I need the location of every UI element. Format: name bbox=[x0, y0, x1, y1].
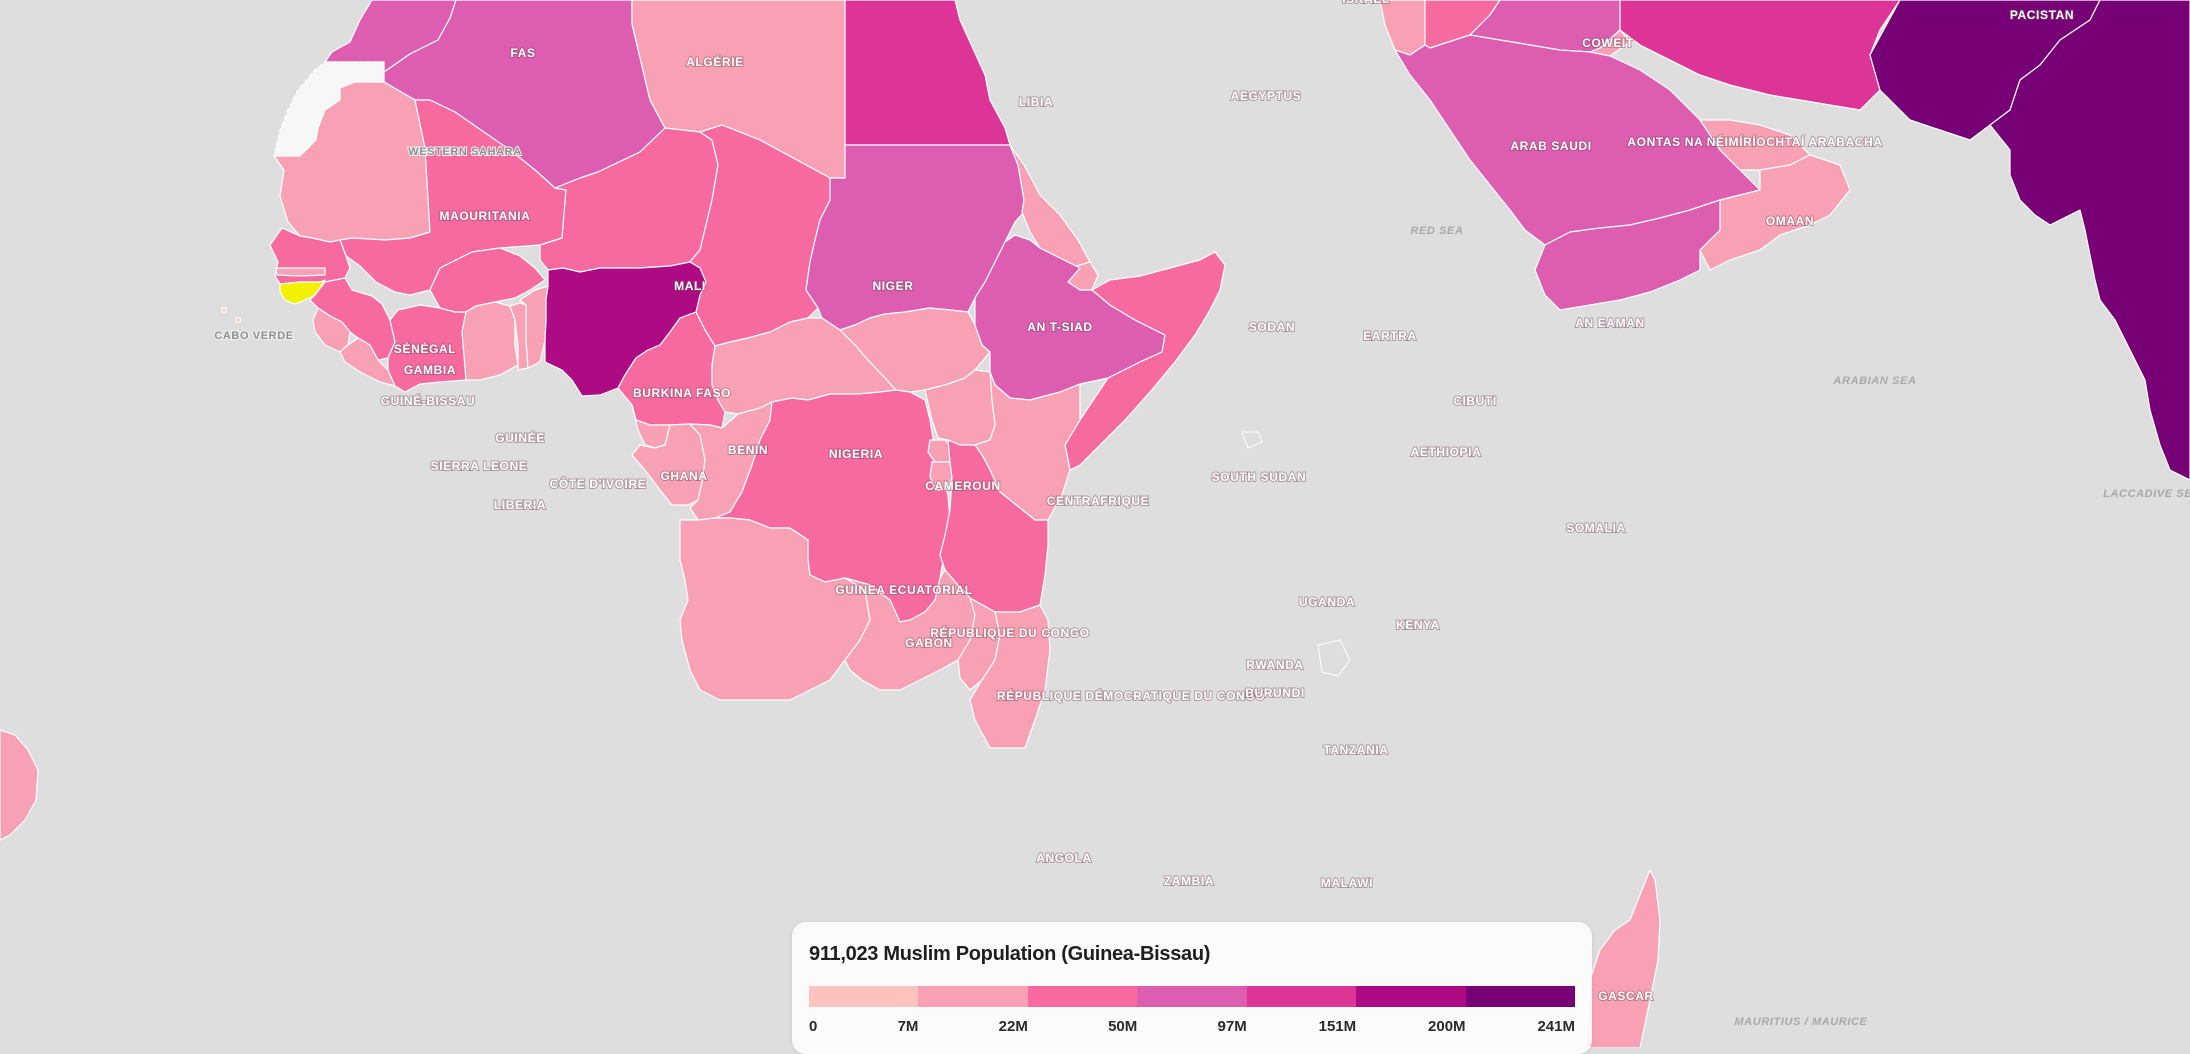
legend-swatch bbox=[809, 986, 919, 1007]
label-an-eaman: AN EAMAN bbox=[1575, 316, 1644, 330]
label-arabian-sea: ARABIAN SEA bbox=[1833, 375, 1917, 387]
label-red-sea: RED SEA bbox=[1410, 225, 1463, 237]
label-pacistan: PACISTAN bbox=[2010, 8, 2074, 22]
label-guinea-ecuatorial: GUINEA ECUATORIAL bbox=[835, 583, 972, 597]
label-eartra: EARTRA bbox=[1363, 329, 1417, 343]
legend-tick-label: 200M bbox=[1428, 1018, 1466, 1035]
label-gabon: GABON bbox=[905, 636, 953, 650]
label-algerie: ALGÉRIE bbox=[686, 54, 744, 69]
lake-victoria bbox=[1317, 639, 1351, 677]
label-south-sudan: SOUTH SUDAN bbox=[1212, 470, 1307, 484]
label-senegal: SÉNÉGAL bbox=[394, 341, 456, 356]
label-guinea-bissau: GUINÉ-BISSAU bbox=[381, 393, 476, 408]
legend-tick-label: 97M bbox=[1217, 1018, 1247, 1035]
label-benin: BENIN bbox=[728, 443, 768, 457]
country-iran[interactable] bbox=[1619, 0, 1901, 111]
label-aethiopia: AETHIOPIA bbox=[1411, 445, 1482, 459]
label-cote-divoire: CÔTE D'IVOIRE bbox=[550, 476, 647, 491]
label-centrafrique: CENTRAFRIQUE bbox=[1047, 494, 1150, 508]
country-atlantic-islands[interactable] bbox=[0, 729, 39, 841]
country-an-eaman[interactable] bbox=[1534, 199, 1721, 311]
country-cabo-verde bbox=[221, 307, 241, 323]
label-coweit: COWEIT bbox=[1582, 36, 1634, 50]
legend-tick-label: 50M bbox=[1108, 1018, 1138, 1035]
label-aegyptus: AEGYPTUS bbox=[1231, 89, 1302, 103]
legend-swatch bbox=[918, 986, 1028, 1007]
label-nigeria: NIGERIA bbox=[829, 447, 883, 461]
legend-tick-label: 241M bbox=[1537, 1018, 1575, 1035]
label-sodan: SODAN bbox=[1249, 320, 1295, 334]
legend-tick-label: 0 bbox=[809, 1018, 818, 1035]
legend-swatch bbox=[1027, 986, 1138, 1007]
label-cibuti: CIBUTI bbox=[1453, 394, 1497, 408]
legend-swatch bbox=[1137, 986, 1247, 1007]
legend-ticks: 0 7M 22M 50M 97M 151M 200M 241M bbox=[809, 1018, 1575, 1038]
label-fas: FAS bbox=[510, 46, 535, 60]
legend-swatch bbox=[1356, 986, 1466, 1007]
label-maouritania: MAOURITANIA bbox=[439, 209, 530, 223]
label-omaan: OMAAN bbox=[1766, 214, 1814, 228]
label-gambia: GAMBIA bbox=[404, 363, 456, 377]
label-somalia: SOMALIA bbox=[1566, 521, 1626, 535]
label-niger: NIGER bbox=[872, 279, 913, 293]
country-somalia[interactable] bbox=[1064, 251, 1226, 471]
label-uae: AONTAS NA NÉIMÍRÍOCHTAÍ ARABACHA bbox=[1627, 134, 1882, 149]
label-malawi: MALAWI bbox=[1321, 876, 1373, 890]
label-arab-saudi: ARAB SAUDI bbox=[1510, 139, 1591, 153]
country-mozambique[interactable] bbox=[969, 604, 1051, 749]
label-cameroun: CAMEROUN bbox=[925, 479, 1000, 493]
label-western-sahara: WESTERN SAHARA bbox=[408, 146, 522, 158]
label-rdc: RÉPUBLIQUE DÉMOCRATIQUE DU CONGO bbox=[997, 688, 1265, 703]
country-guinea-bissau[interactable] bbox=[279, 279, 326, 305]
label-burkina-faso: BURKINA FASO bbox=[633, 386, 731, 400]
legend-panel: 911,023 Muslim Population (Guinea-Bissau… bbox=[792, 922, 1592, 1054]
country-india[interactable] bbox=[1989, 0, 2190, 481]
country-ghana[interactable] bbox=[461, 301, 519, 381]
legend-swatch bbox=[1246, 986, 1357, 1007]
label-mauritius: MAURITIUS / MAURICE bbox=[1734, 1016, 1867, 1028]
label-kenya: KENYA bbox=[1396, 618, 1440, 632]
label-liberia: LIBERIA bbox=[494, 498, 546, 512]
legend-tick-label: 22M bbox=[998, 1018, 1028, 1035]
label-tanzania: TANZANIA bbox=[1323, 743, 1388, 757]
lake-small bbox=[1241, 431, 1263, 449]
label-laccadive-sea: LACCADIVE SEA bbox=[2103, 488, 2190, 500]
label-guinee: GUINÉE bbox=[495, 430, 545, 445]
label-sierra-leone: SIERRA LEONE bbox=[431, 459, 528, 473]
label-libia: LIBIA bbox=[1019, 95, 1053, 109]
legend-tick-label: 151M bbox=[1318, 1018, 1357, 1035]
legend-title: 911,023 Muslim Population (Guinea-Bissau… bbox=[809, 943, 1211, 965]
label-mali: MALI bbox=[674, 279, 706, 293]
label-zambia: ZAMBIA bbox=[1164, 874, 1214, 888]
label-angola: ANGOLA bbox=[1036, 851, 1092, 865]
legend-color-scale bbox=[809, 986, 1575, 1007]
label-uganda: UGANDA bbox=[1299, 595, 1355, 609]
country-gambia[interactable] bbox=[275, 267, 326, 277]
label-burundi: BURUNDI bbox=[1245, 686, 1305, 700]
label-ghana: GHANA bbox=[661, 469, 708, 483]
country-madagascar[interactable] bbox=[1584, 869, 1661, 1048]
label-rwanda: RWANDA bbox=[1246, 658, 1303, 672]
country-burkina-faso[interactable] bbox=[429, 247, 546, 313]
label-madagascar: GASCAR bbox=[1598, 989, 1654, 1003]
label-cabo-verde: CABO VERDE bbox=[214, 330, 293, 342]
label-tchad: AN T-SIAD bbox=[1027, 320, 1092, 334]
legend-tick-label: 7M bbox=[897, 1018, 919, 1035]
label-layer: FAS ALGÉRIE LIBIA AEGYPTUS WESTERN SAHARA MAO… bbox=[213, 0, 2190, 1028]
label-israel: ISRAEL bbox=[1342, 0, 1390, 6]
legend-swatch bbox=[1465, 986, 1575, 1007]
label-republique-du-congo: RÉPUBLIQUE DU CONGO bbox=[930, 625, 1089, 640]
